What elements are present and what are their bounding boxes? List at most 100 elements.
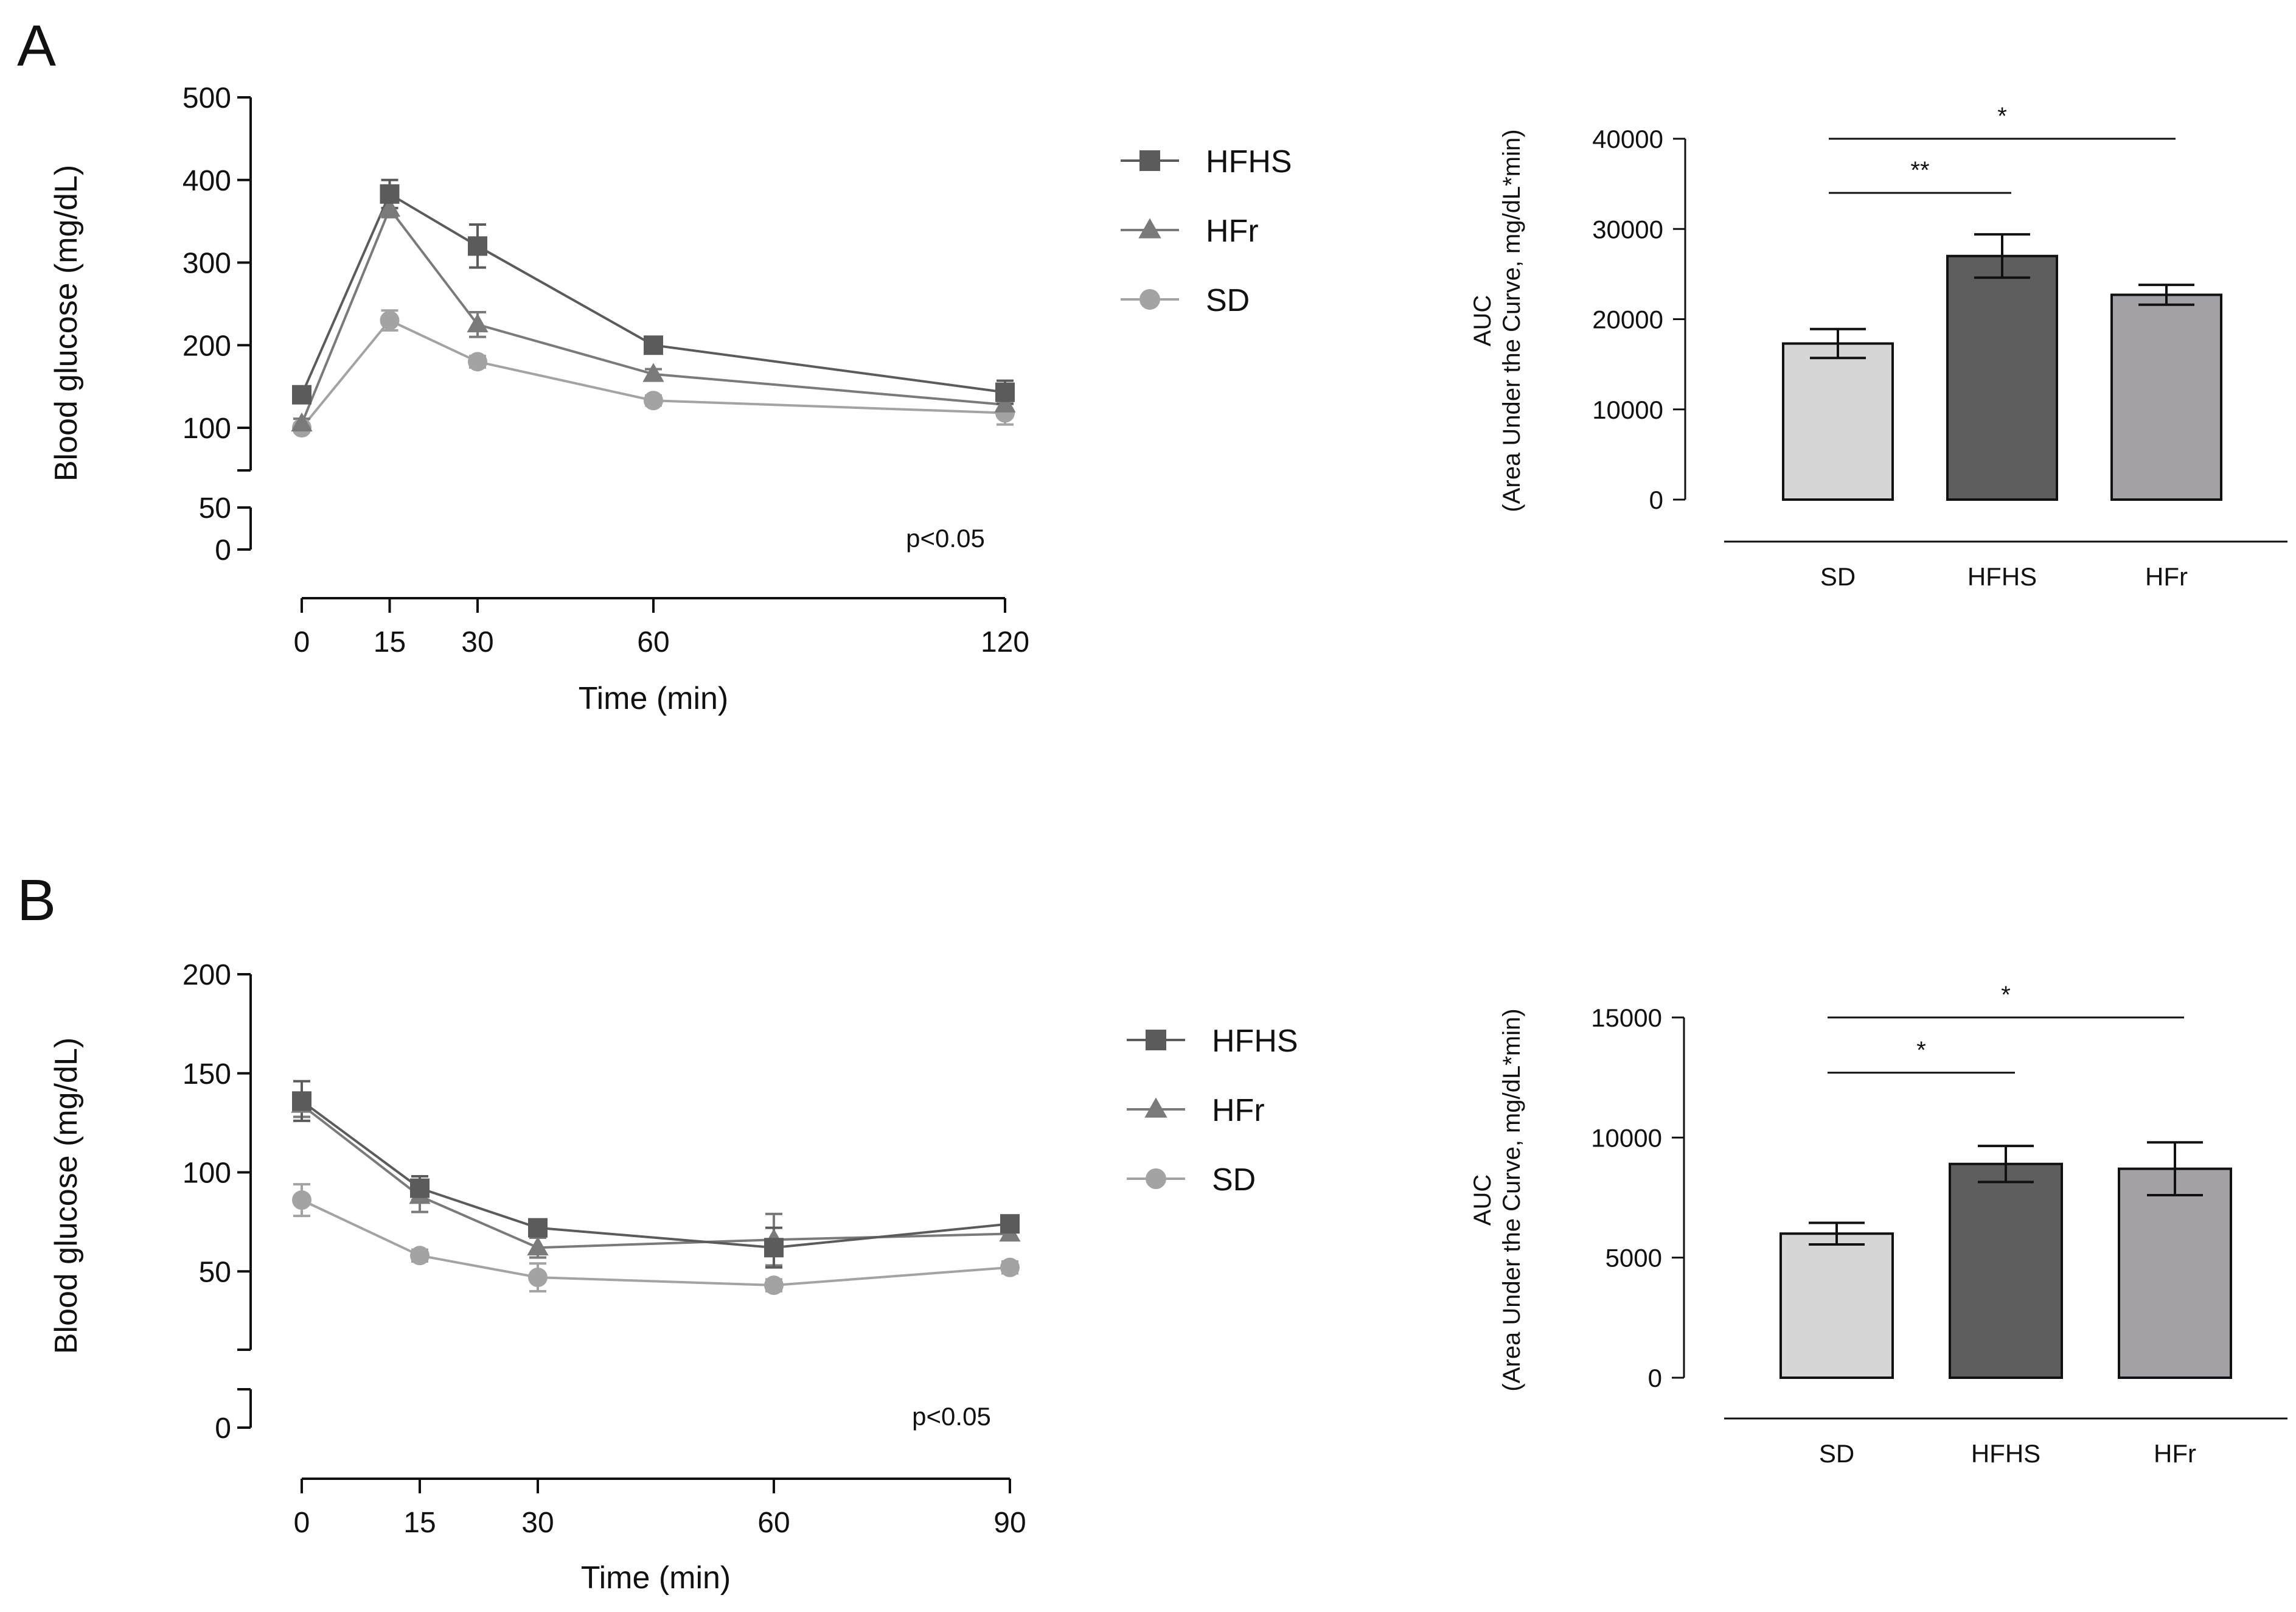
chart-b-bar-y-tick-label-0: 0 [1648, 1364, 1662, 1392]
chart-b-bar-x-tick-label-sd: SD [1819, 1439, 1854, 1468]
chart-a-bar-x-tick-label-sd: SD [1820, 562, 1856, 591]
chart-b-line-point-hfhs [528, 1218, 548, 1238]
chart-b-bar-significance-label-0: * [1916, 1037, 1926, 1064]
chart-a-line-x-tick-label-15: 15 [374, 626, 406, 658]
chart-a-line-point-hfr [467, 313, 489, 333]
chart-b-line-y-tick-label-100: 100 [183, 1157, 231, 1190]
chart-b-line-x-tick-label-0: 0 [294, 1507, 310, 1539]
chart-a-bar-bar-hfr [2110, 293, 2222, 501]
chart-b-line-y-tick-label-50: 50 [199, 1256, 231, 1288]
chart-a-line-y-tick-label-300: 300 [183, 248, 231, 280]
chart-a-line-point-hfhs [995, 382, 1015, 402]
chart-a-line-y-tick-label-low-0: 0 [215, 534, 231, 567]
chart-b-line-p-value: p<0.05 [912, 1402, 991, 1431]
chart-b-line-point-sd [764, 1275, 784, 1296]
chart-a-line-legend-label-hfr: HFr [1206, 214, 1259, 249]
chart-a-line-point-hfr [378, 197, 401, 217]
chart-a-line-point-hfhs [380, 184, 400, 204]
chart-b-line-legend-label-hfhs: HFHS [1212, 1024, 1298, 1059]
chart-b-bar-bar-hfhs [1949, 1162, 2063, 1380]
chart-b-bar-y-tick-label-10000: 10000 [1591, 1123, 1662, 1152]
chart-b-line-point-sd [292, 1190, 311, 1210]
chart-a-line-point-hfhs [644, 335, 663, 355]
chart-a-bar-y-tick-label-10000: 10000 [1592, 396, 1663, 424]
chart-a-line-y-axis-title: Blood glucose (mg/dL) [49, 165, 84, 481]
chart-b-bar-y-tick-label-5000: 5000 [1605, 1244, 1662, 1272]
chart-b-bar-significance-label-1: * [2001, 982, 2011, 1008]
chart-a-bar-x-tick-label-hfr: HFr [2145, 562, 2188, 591]
chart-a-line-legend-marker-sd [1139, 289, 1160, 310]
chart-a-bar-y-axis-title-line2: (Area Under the Curve, mg/dL*min) [1498, 129, 1525, 512]
chart-a-line-x-axis-title: Time (min) [579, 681, 729, 716]
chart-a-line-y-tick-label-100: 100 [183, 413, 231, 445]
chart-a-bar-significance-label-0: ** [1910, 157, 1929, 184]
chart-b-line-x-tick-label-90: 90 [993, 1507, 1026, 1539]
chart-a-line-x-tick-label-60: 60 [637, 626, 669, 658]
chart-b-line-point-sd [528, 1268, 548, 1288]
chart-a-line-y-tick-label-200: 200 [183, 330, 231, 362]
chart-b-line-point-hfhs [410, 1178, 430, 1198]
chart-b-bar: 0 5000 10000 15000 SD HFHS HFr * * AUC (Area Under… [1469, 982, 2287, 1468]
chart-b-line-x-axis-title: Time (min) [581, 1560, 731, 1596]
chart-a-line-point-sd [380, 310, 400, 330]
chart-b-line-legend-label-hfr: HFr [1212, 1093, 1265, 1128]
chart-a-line-point-hfr [291, 412, 313, 432]
chart-b-bar-bar-hfr [2118, 1167, 2232, 1379]
chart-b-bar-x-tick-label-hfhs: HFHS [1971, 1439, 2040, 1468]
chart-b-line-y-tick-label-low-0: 0 [215, 1412, 231, 1445]
chart-b-bar-y-axis-title-line2: (Area Under the Curve, mg/dL*min) [1498, 1008, 1525, 1391]
chart-a-line-legend-marker-hfhs [1139, 150, 1160, 171]
chart-b-line-y-tick-label-200: 200 [183, 959, 231, 991]
chart-a-bar-y-tick-label-40000: 40000 [1592, 125, 1663, 153]
chart-b-line-legend-marker-hfr [1144, 1097, 1167, 1118]
chart-b-line-legend-marker-hfhs [1146, 1030, 1166, 1050]
panel-label-a: A [17, 13, 56, 79]
chart-a-line-x-tick-label-120: 120 [981, 626, 1029, 658]
chart-a-line-legend-marker-hfr [1138, 218, 1161, 239]
chart-b-bar-bar-sd [1779, 1232, 1894, 1379]
chart-b-line-point-hfhs [292, 1091, 311, 1111]
chart-b-line-point-hfr [527, 1236, 549, 1256]
chart-a-line-x-tick-label-30: 30 [461, 626, 493, 658]
chart-a-line-y-tick-label-low-50: 50 [199, 492, 231, 525]
chart-b-line-y-axis-title: Blood glucose (mg/dL) [49, 1038, 84, 1354]
chart-b-bar-x-tick-label-hfr: HFr [2154, 1439, 2196, 1468]
chart-b-line-x-tick-label-15: 15 [403, 1507, 436, 1539]
chart-a-line-point-hfhs [468, 236, 487, 256]
chart-b-bar-y-tick-label-15000: 15000 [1591, 1003, 1662, 1032]
chart-a-line-p-value: p<0.05 [906, 524, 985, 553]
chart-b-line-x-tick-label-30: 30 [521, 1507, 554, 1539]
chart-b-line-point-sd [1000, 1257, 1020, 1277]
chart-a-line-point-sd [644, 391, 663, 411]
chart-b-bar-y-axis-title-line1: AUC [1469, 1174, 1496, 1226]
chart-b-line-legend-label-sd: SD [1212, 1162, 1256, 1198]
chart-a-line-point-hfhs [292, 385, 311, 405]
chart-b-line-point-hfhs [764, 1238, 784, 1258]
chart-b-line-point-hfhs [1000, 1214, 1020, 1234]
chart-a-line-x-tick-label-0: 0 [294, 626, 310, 658]
chart-a-line-point-sd [468, 352, 487, 372]
chart-b-line: 50 100 150 200 0 0 15 30 60 90 Time (min) Blood glu… [49, 959, 1298, 1596]
chart-a-line-legend-label-sd: SD [1206, 283, 1250, 318]
chart-a-bar-y-tick-label-30000: 30000 [1592, 215, 1663, 243]
chart-a-line-point-hfr [994, 393, 1016, 413]
chart-a-bar-bar-sd [1782, 342, 1894, 501]
chart-a-bar-y-tick-label-20000: 20000 [1592, 305, 1663, 334]
chart-a-bar-x-tick-label-hfhs: HFHS [1967, 562, 2037, 591]
chart-b-line-series-line-hfr [301, 1104, 1011, 1249]
panel-label-b: B [17, 868, 56, 933]
chart-a-bar-y-axis-title-line1: AUC [1469, 295, 1496, 346]
chart-b-line-legend-marker-sd [1146, 1168, 1166, 1189]
chart-a-line-y-tick-label-500: 500 [183, 82, 231, 114]
chart-a-bar-significance-label-1: * [1997, 103, 2007, 130]
chart-a-bar-bar-hfhs [1946, 254, 2058, 501]
chart-b-line-y-tick-label-150: 150 [183, 1058, 231, 1090]
chart-a-line-y-tick-label-400: 400 [183, 165, 231, 197]
chart-a-line-legend-label-hfhs: HFHS [1206, 144, 1292, 180]
chart-a-bar-y-tick-label-0: 0 [1649, 486, 1663, 514]
chart-b-line-series-line-hfhs [301, 1100, 1011, 1249]
chart-b-line-x-tick-label-60: 60 [757, 1507, 790, 1539]
